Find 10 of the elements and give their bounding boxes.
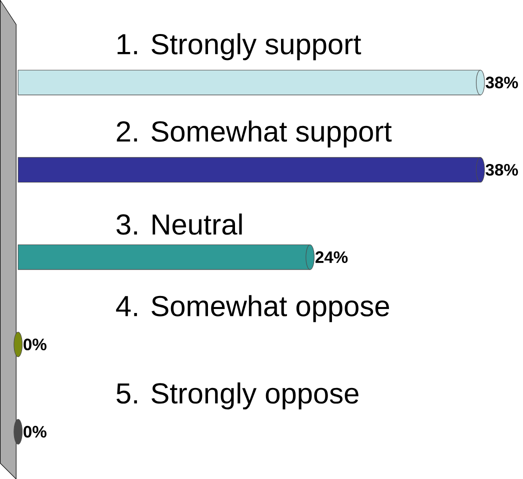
y-tick-label: 4. Somewhat oppose <box>116 294 389 322</box>
y-tick-label: 3. Neutral <box>116 213 242 235</box>
y-tick-label: 5. Strongly oppose <box>116 382 358 410</box>
data-label: 0% <box>24 338 46 350</box>
y-tick-label: 1. Strongly support <box>118 33 362 60</box>
data-label: 38% <box>486 76 518 88</box>
data-label: 38% <box>486 164 518 176</box>
data-label: 0% <box>24 426 46 438</box>
data-label: 24% <box>316 251 348 263</box>
y-tick-label: 2. Somewhat support <box>116 120 392 148</box>
